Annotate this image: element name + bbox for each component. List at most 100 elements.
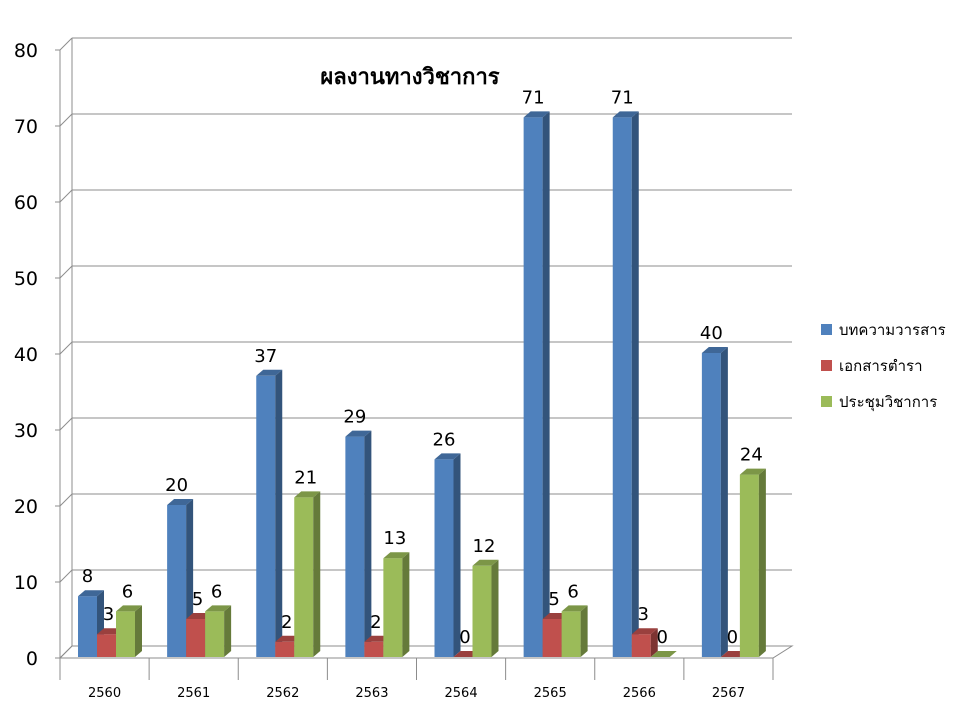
- data-label: 0: [459, 627, 470, 648]
- bar-side: [313, 491, 321, 657]
- bar-side: [542, 111, 550, 657]
- bar-front: [275, 641, 295, 657]
- bars: [78, 111, 766, 657]
- bar-front: [561, 611, 581, 657]
- x-tick-label: 2561: [177, 686, 210, 701]
- bar: [739, 468, 766, 657]
- bar: [472, 559, 499, 657]
- bar-side: [758, 468, 766, 657]
- bar-top: [650, 651, 677, 657]
- legend-swatch: [821, 360, 832, 371]
- data-label: 3: [638, 604, 649, 625]
- bar: [650, 651, 677, 657]
- data-label: 37: [254, 346, 277, 367]
- bar-front: [383, 558, 403, 657]
- bar-side: [364, 430, 372, 657]
- y-tick-label: 50: [14, 268, 38, 290]
- bar-top: [116, 605, 142, 612]
- bar-front: [472, 565, 492, 657]
- legend-label: บทความวารสาร: [839, 321, 946, 339]
- y-tick-label: 60: [14, 192, 38, 214]
- x-tick-label: 2565: [534, 686, 567, 701]
- data-label: 40: [700, 323, 723, 344]
- gridline-depth: [59, 341, 73, 355]
- data-label: 13: [383, 528, 406, 549]
- data-label: 0: [727, 627, 738, 648]
- x-tick-label: 2563: [355, 686, 388, 701]
- bar-top: [739, 468, 766, 475]
- x-tick-label: 2564: [445, 686, 478, 701]
- bar-top: [345, 430, 372, 437]
- data-label: 20: [165, 475, 188, 496]
- gridline-depth: [59, 189, 73, 203]
- bar-top: [523, 111, 550, 118]
- legend-label: ประชุมวิชาการ: [839, 393, 937, 412]
- data-label: 6: [211, 581, 222, 602]
- bar-side: [650, 628, 658, 657]
- bar-top: [383, 552, 410, 559]
- bar-front: [345, 436, 365, 657]
- bar-front: [167, 505, 187, 657]
- bar: [612, 111, 639, 657]
- y-tick-label: 0: [26, 648, 38, 670]
- legend-label: เอกสารตำรา: [839, 357, 923, 375]
- bar: [294, 491, 321, 657]
- bar-top: [561, 605, 588, 612]
- bar-top: [205, 605, 232, 612]
- gridline-depth: [59, 417, 73, 431]
- bar-front: [542, 619, 562, 657]
- y-tick-label: 80: [14, 40, 38, 62]
- bar-side: [491, 559, 499, 657]
- data-label: 12: [473, 536, 496, 557]
- bar-front: [186, 619, 206, 657]
- y-tick-label: 30: [14, 420, 38, 442]
- y-tick-label: 40: [14, 344, 38, 366]
- bar-front: [701, 353, 721, 657]
- bar-side: [224, 605, 232, 657]
- bar-side: [720, 347, 728, 657]
- data-label: 71: [611, 87, 634, 108]
- data-label: 71: [522, 87, 545, 108]
- bar-side: [275, 369, 283, 657]
- bar-front: [739, 474, 759, 657]
- x-tick-label: 2567: [712, 686, 745, 701]
- gridline-depth: [59, 265, 73, 279]
- bar-front: [523, 117, 543, 657]
- y-tick-label: 10: [14, 572, 38, 594]
- data-label: 29: [343, 407, 366, 428]
- data-label: 2: [370, 612, 381, 633]
- bar-front: [256, 375, 276, 657]
- data-label: 8: [82, 566, 93, 587]
- bar-top: [167, 499, 194, 505]
- bar-front: [631, 634, 651, 657]
- x-tick-label: 2566: [623, 686, 656, 701]
- bar-top: [472, 559, 499, 566]
- bar: [345, 430, 372, 657]
- bar: [205, 605, 232, 657]
- bar-side: [580, 605, 588, 657]
- data-label: 0: [657, 627, 668, 648]
- bar-top: [294, 491, 321, 498]
- bar: [523, 111, 550, 657]
- bar-top: [631, 628, 658, 635]
- data-label: 26: [433, 429, 456, 450]
- bar: [256, 369, 283, 657]
- x-tick-label: 2560: [88, 686, 121, 701]
- data-label: 6: [567, 581, 578, 602]
- gridline-depth: [59, 113, 73, 127]
- data-label: 6: [122, 581, 133, 602]
- gridlines: [59, 37, 792, 659]
- gridline-depth: [59, 37, 73, 51]
- bar-top: [434, 453, 461, 460]
- data-label: 24: [740, 445, 763, 466]
- bar: [116, 605, 142, 657]
- bar-front: [364, 641, 384, 657]
- bar-top: [701, 347, 728, 353]
- bar: [383, 552, 410, 657]
- bar: [434, 453, 461, 657]
